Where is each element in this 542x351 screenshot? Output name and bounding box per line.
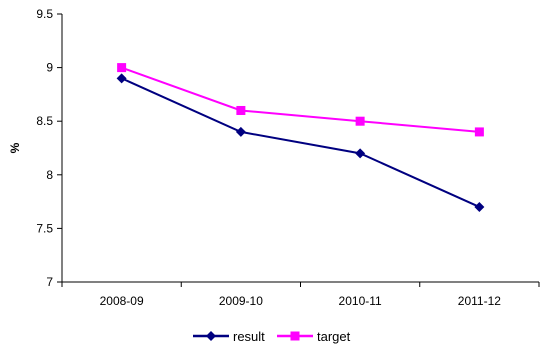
data-point-result: [116, 73, 127, 84]
legend-swatch-marker: [206, 331, 216, 341]
legend-label: result: [233, 329, 265, 344]
chart-axes: [61, 14, 539, 283]
series-target: [117, 63, 484, 137]
x-tick-label: 2010-11: [339, 294, 382, 308]
x-tick-label: 2011-12: [458, 294, 501, 308]
legend-label: target: [317, 329, 351, 344]
y-axis-ticks: 7 7.5 8 8.5 9 9.5: [36, 7, 62, 289]
series-result: [116, 73, 485, 212]
y-tick-label: 9: [46, 61, 53, 75]
series-line-result: [121, 77, 480, 208]
data-point-target: [474, 127, 484, 137]
data-point-result: [474, 201, 485, 212]
data-point-target: [117, 63, 127, 73]
y-tick-label: 9.5: [36, 7, 53, 21]
chart-series: [116, 63, 485, 212]
x-tick-label: 2009-10: [219, 294, 263, 308]
data-point-result: [235, 126, 246, 137]
x-tick-label: 2008-09: [100, 294, 144, 308]
y-tick-label: 7: [46, 275, 53, 289]
data-point-target: [236, 105, 246, 115]
legend-item-result: result: [193, 329, 265, 344]
x-axis-ticks: 2008-09 2009-10 2010-11 2011-12: [61, 282, 540, 308]
y-axis-label: %: [8, 142, 22, 153]
series-line-target: [121, 66, 480, 133]
y-tick-label: 8: [46, 168, 53, 182]
y-tick-label: 8.5: [36, 114, 53, 128]
data-point-target: [355, 116, 365, 126]
legend-swatch-marker: [290, 331, 300, 341]
legend-item-target: target: [277, 329, 351, 344]
y-tick-label: 7.5: [36, 221, 53, 235]
chart-legend: result target: [193, 329, 351, 344]
data-point-result: [355, 148, 366, 159]
